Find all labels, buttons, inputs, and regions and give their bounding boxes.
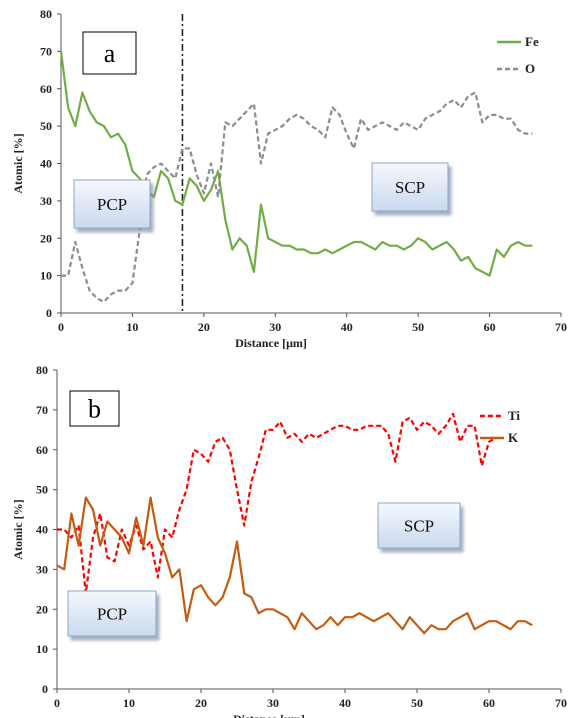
series-line-k: [56, 496, 533, 635]
x-tick-label: 70: [555, 320, 567, 334]
y-tick-label: 60: [40, 82, 52, 96]
y-tick-label: 60: [36, 443, 48, 457]
y-tick-label: 70: [36, 403, 48, 417]
series-line-ti: [57, 412, 497, 595]
y-tick-label: 0: [46, 306, 52, 320]
region-label-scp: SCP: [395, 178, 425, 197]
y-tick-label: 70: [40, 44, 52, 58]
x-tick-label: 20: [198, 320, 210, 334]
legend-label-o: O: [525, 61, 535, 76]
x-axis-title: Distance [μm]: [233, 712, 305, 718]
x-tick-label: 0: [58, 320, 64, 334]
x-tick-label: 60: [483, 696, 495, 710]
chart-panel-b: 0 10 20 30 40 50 60 70 0 10 20 30 40 50 60 70 80 Distance…: [11, 363, 567, 718]
region-label-pcp: PCP: [97, 195, 127, 214]
region-box-scp: [371, 162, 449, 212]
x-tick-label: 30: [269, 320, 281, 334]
series-line-o: [61, 91, 533, 303]
y-tick-label: 80: [40, 7, 52, 21]
x-axis-title: Distance [μm]: [235, 336, 307, 350]
x-tick-label: 50: [412, 320, 424, 334]
region-label-pcp: PCP: [97, 605, 127, 624]
y-tick-label: 30: [36, 562, 48, 576]
y-axis-title: Atomic [%]: [11, 499, 25, 559]
legend-label-k: K: [508, 430, 519, 445]
panel-label: a: [104, 39, 116, 68]
y-tick-label: 0: [42, 682, 48, 696]
panel-label-box: [82, 31, 137, 75]
y-tick-label: 20: [36, 602, 48, 616]
x-tick-label: 30: [267, 696, 279, 710]
chart-panel-a: 0 10 20 30 40 50 60 70 0 10 20 30 40 50 60 70 80 Distance…: [11, 7, 567, 350]
x-tick-label: 10: [123, 696, 135, 710]
x-tick-label: 10: [126, 320, 138, 334]
x-tick-label: 0: [54, 696, 60, 710]
panel-label: b: [88, 395, 101, 424]
x-tick-label: 40: [339, 696, 351, 710]
y-tick-label: 50: [36, 483, 48, 497]
y-tick-label: 30: [40, 194, 52, 208]
y-tick-label: 40: [40, 157, 52, 171]
x-tick-label: 40: [341, 320, 353, 334]
x-tick-label: 60: [484, 320, 496, 334]
legend-label-ti: Ti: [508, 408, 520, 423]
y-tick-label: 10: [40, 269, 52, 283]
legend-label-fe: Fe: [525, 34, 539, 49]
y-axis-title: Atomic [%]: [11, 133, 25, 193]
region-box-pcp: [67, 590, 157, 637]
y-tick-label: 40: [36, 523, 48, 537]
y-tick-label: 10: [36, 642, 48, 656]
panel-label-box: [69, 390, 120, 427]
y-tick-label: 80: [36, 363, 48, 377]
y-tick-label: 50: [40, 119, 52, 133]
region-box-scp: [377, 502, 461, 549]
region-box-pcp: [73, 179, 151, 229]
region-label-scp: SCP: [404, 517, 434, 536]
y-tick-label: 20: [40, 231, 52, 245]
x-tick-label: 20: [195, 696, 207, 710]
x-tick-label: 50: [411, 696, 423, 710]
series-line-fe: [59, 51, 533, 277]
x-tick-label: 70: [555, 696, 567, 710]
